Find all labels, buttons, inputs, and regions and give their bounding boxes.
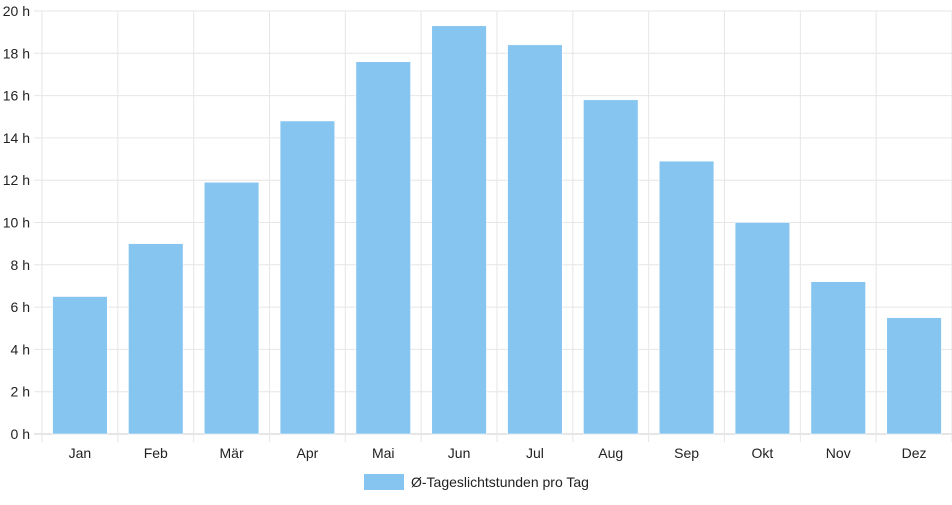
y-tick-label: 4 h bbox=[11, 341, 30, 357]
x-tick-label: Jan bbox=[69, 445, 92, 461]
grid-lines bbox=[34, 10, 952, 442]
x-axis-tick-labels: Jan Feb Mär Apr Mai Jun Jul Aug Sep Okt Nov Dez bbox=[69, 445, 927, 461]
bar-apr[interactable] bbox=[279, 120, 335, 435]
y-tick-label: 12 h bbox=[3, 172, 30, 188]
x-tick-label: Apr bbox=[297, 445, 319, 461]
x-tick-label: Sep bbox=[674, 445, 699, 461]
y-tick-label: 6 h bbox=[11, 299, 30, 315]
x-tick-label: Mär bbox=[220, 445, 244, 461]
bar-jan[interactable] bbox=[52, 296, 108, 435]
bar-okt[interactable] bbox=[734, 222, 790, 435]
y-axis-tick-labels: 0 h 2 h 4 h 6 h 8 h 10 h 12 h 14 h 16 h 18 h 20 h bbox=[3, 3, 30, 442]
bar-mai[interactable] bbox=[355, 61, 411, 435]
legend-swatch[interactable] bbox=[364, 474, 404, 490]
y-tick-label: 20 h bbox=[3, 3, 30, 19]
x-tick-label: Okt bbox=[752, 445, 774, 461]
bar-jun[interactable] bbox=[431, 25, 487, 435]
y-tick-label: 14 h bbox=[3, 130, 30, 146]
y-tick-label: 0 h bbox=[11, 426, 30, 442]
bar-jul[interactable] bbox=[507, 44, 563, 435]
legend-label: Ø-Tageslichtstunden pro Tag bbox=[411, 474, 589, 490]
x-tick-label: Jul bbox=[526, 445, 544, 461]
x-tick-label: Aug bbox=[598, 445, 623, 461]
bar-mär[interactable] bbox=[204, 182, 260, 435]
x-tick-label: Mai bbox=[372, 445, 395, 461]
x-tick-label: Jun bbox=[448, 445, 471, 461]
y-tick-label: 18 h bbox=[3, 45, 30, 61]
bar-aug[interactable] bbox=[583, 99, 639, 435]
legend[interactable]: Ø-Tageslichtstunden pro Tag bbox=[364, 474, 589, 490]
bar-sep[interactable] bbox=[659, 160, 715, 435]
y-tick-label: 2 h bbox=[11, 384, 30, 400]
y-tick-label: 16 h bbox=[3, 88, 30, 104]
x-tick-label: Nov bbox=[826, 445, 851, 461]
bar-feb[interactable] bbox=[128, 243, 184, 435]
bar-nov[interactable] bbox=[810, 281, 866, 435]
x-tick-label: Dez bbox=[902, 445, 927, 461]
y-tick-label: 10 h bbox=[3, 215, 30, 231]
bars bbox=[52, 25, 942, 435]
y-tick-label: 8 h bbox=[11, 257, 30, 273]
bar-dez[interactable] bbox=[886, 317, 942, 435]
x-tick-label: Feb bbox=[144, 445, 168, 461]
